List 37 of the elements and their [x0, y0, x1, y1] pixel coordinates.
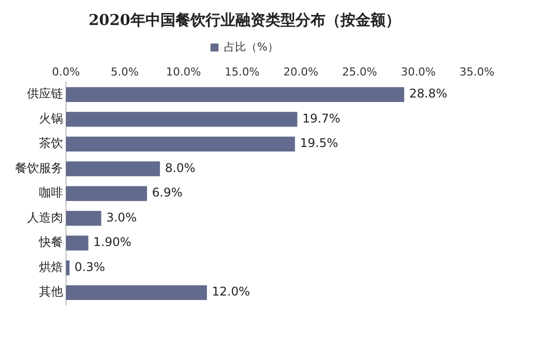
x-tick-label: 10.0%	[166, 65, 201, 78]
bar	[66, 186, 148, 202]
x-tick-label: 0.0%	[52, 65, 80, 78]
data-label: 3.0%	[106, 210, 137, 224]
legend-label: 占比（%）	[224, 40, 278, 54]
y-tick-label: 餐饮服务	[15, 160, 63, 175]
x-tick-label: 30.0%	[400, 65, 436, 78]
bar	[66, 136, 295, 152]
data-label: 6.9%	[152, 186, 183, 200]
data-label: 28.8%	[409, 86, 448, 101]
bar	[66, 87, 404, 102]
y-tick-label: 茶饮	[39, 136, 63, 150]
bar	[66, 260, 70, 276]
x-tick-label: 15.0%	[224, 65, 260, 78]
bar	[66, 161, 160, 176]
y-tick-label: 人造肉	[27, 210, 63, 224]
data-label: 0.3%	[74, 260, 106, 274]
y-tick-label: 快餐	[38, 235, 63, 250]
data-label: 8.0%	[164, 160, 196, 175]
x-tick-label: 20.0%	[283, 65, 318, 78]
data-label: 1.90%	[93, 235, 132, 250]
y-tick-label: 烘焙	[39, 260, 63, 274]
x-tick-label: 25.0%	[342, 65, 378, 78]
bar	[66, 236, 88, 251]
bar	[66, 210, 102, 226]
chart-title: 2020年中国餐饮行业融资类型分布（按金额）	[88, 10, 400, 29]
bar	[66, 285, 207, 300]
x-tick-label: 35.0%	[460, 65, 494, 78]
data-label: 19.5%	[300, 136, 338, 150]
x-tick-label: 5.0%	[110, 65, 139, 78]
bar	[66, 112, 298, 127]
y-tick-label: 其他	[39, 284, 63, 299]
data-label: 12.0%	[212, 284, 250, 299]
y-tick-label: 火锅	[39, 111, 63, 126]
data-label: 19.7%	[302, 111, 340, 126]
y-tick-label: 咖啡	[39, 186, 63, 200]
y-tick-label: 供应链	[27, 86, 63, 101]
